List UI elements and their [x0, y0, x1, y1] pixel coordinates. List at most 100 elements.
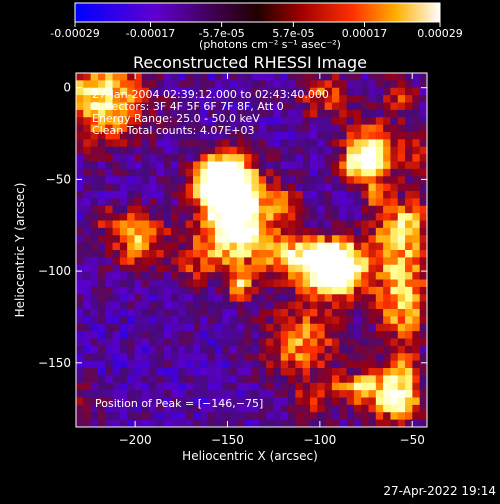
heatmap-cell — [280, 272, 289, 280]
heatmap-cell — [383, 390, 391, 398]
heatmap-cell — [266, 176, 274, 185]
heatmap-cell — [141, 183, 150, 192]
heatmap-cell — [302, 368, 311, 376]
overlay-time-range: 27-Jan-2004 02:39:12.000 to 02:43:40.000 — [92, 88, 329, 101]
heatmap-cell — [317, 95, 326, 103]
heatmap-cell — [193, 294, 201, 303]
colorbar-ticks: -0.00029 -0.00017 -5.7e-05 5.7e-05 0.00017 0.… — [50, 22, 463, 40]
heatmap-cell — [339, 316, 347, 325]
heatmap-cell — [119, 294, 128, 303]
heatmap-cell — [141, 257, 150, 266]
heatmap-cell — [90, 360, 99, 369]
heatmap-cell — [127, 109, 135, 118]
heatmap-cell — [302, 191, 311, 199]
heatmap-cell — [302, 382, 311, 391]
heatmap-cell — [90, 286, 99, 295]
heatmap-cell — [331, 345, 340, 354]
heatmap-cell — [163, 161, 172, 170]
heatmap-cell — [112, 353, 121, 362]
heatmap-cell — [244, 183, 252, 192]
heatmap-cell — [288, 124, 296, 133]
heatmap-cell — [375, 109, 384, 118]
heatmap-cell — [346, 95, 355, 103]
heatmap-cell — [119, 132, 128, 140]
heatmap-cell — [412, 375, 421, 384]
heatmap-cell — [83, 198, 92, 207]
heatmap-cell — [222, 338, 230, 347]
heatmap-cell — [331, 353, 340, 362]
heatmap-cell — [390, 198, 399, 207]
heatmap-cell — [273, 139, 282, 148]
heatmap-cell — [214, 198, 223, 207]
heatmap-cell — [390, 168, 399, 177]
heatmap-cell — [302, 419, 311, 428]
heatmap-cell — [302, 345, 311, 354]
heatmap-cell — [236, 316, 245, 325]
heatmap-cell — [266, 264, 274, 273]
heatmap-cell — [134, 124, 143, 133]
heatmap-cell — [273, 323, 282, 332]
heatmap-cell — [346, 331, 355, 339]
heatmap-cell — [112, 80, 121, 89]
heatmap-cell — [288, 382, 296, 391]
heatmap-cell — [346, 146, 355, 155]
heatmap-cell — [331, 272, 340, 280]
heatmap-cell — [178, 368, 187, 376]
heatmap-cell — [251, 95, 260, 103]
heatmap-cell — [280, 301, 289, 310]
heatmap-cell — [266, 353, 274, 362]
heatmap-cell — [119, 139, 128, 148]
heatmap-cell — [258, 279, 267, 288]
heatmap-cell — [200, 117, 209, 126]
heatmap-cell — [156, 404, 165, 413]
heatmap-cell — [207, 382, 216, 391]
heatmap-cell — [90, 390, 99, 398]
heatmap-cell — [141, 117, 150, 126]
heatmap-cell — [251, 139, 260, 148]
heatmap-cell — [361, 132, 369, 140]
heatmap-cell — [419, 353, 428, 362]
heatmap-cell — [361, 102, 369, 111]
heatmap-cell — [244, 331, 252, 339]
heatmap-cell — [236, 375, 245, 384]
heatmap-cell — [266, 168, 274, 177]
heatmap-cell — [83, 397, 92, 406]
heatmap-cell — [273, 242, 282, 251]
heatmap-cell — [178, 345, 187, 354]
heatmap-cell — [280, 242, 289, 251]
heatmap-cell — [200, 95, 209, 103]
heatmap-cell — [83, 205, 92, 214]
heatmap-cell — [83, 124, 92, 133]
heatmap-cell — [251, 309, 260, 317]
heatmap-cell — [244, 73, 252, 81]
heatmap-cell — [83, 176, 92, 185]
heatmap-cell — [390, 161, 399, 170]
heatmap-cell — [236, 139, 245, 148]
heatmap-cell — [163, 102, 172, 111]
heatmap-cell — [76, 117, 84, 126]
colorbar — [74, 2, 441, 23]
heatmap-cell — [317, 412, 326, 421]
heatmap-cell — [280, 124, 289, 133]
heatmap-cell — [368, 368, 377, 376]
heatmap-cell — [127, 205, 135, 214]
heatmap-cell — [266, 338, 274, 347]
heatmap-cell — [251, 87, 260, 96]
heatmap-cell — [214, 154, 223, 162]
heatmap-cell — [185, 132, 194, 140]
heatmap-cell — [127, 154, 135, 162]
heatmap-cell — [112, 124, 121, 133]
heatmap-cell — [163, 419, 172, 428]
heatmap-cell — [163, 272, 172, 280]
heatmap-cell — [251, 375, 260, 384]
heatmap-cell — [244, 397, 252, 406]
heatmap-cell — [156, 338, 165, 347]
heatmap-cell — [207, 309, 216, 317]
heatmap-cell — [353, 294, 362, 303]
heatmap-cell — [112, 161, 121, 170]
heatmap-cell — [222, 168, 230, 177]
heatmap-cell — [280, 412, 289, 421]
heatmap-cell — [200, 109, 209, 118]
heatmap-cell — [295, 183, 304, 192]
heatmap-cell — [193, 102, 201, 111]
